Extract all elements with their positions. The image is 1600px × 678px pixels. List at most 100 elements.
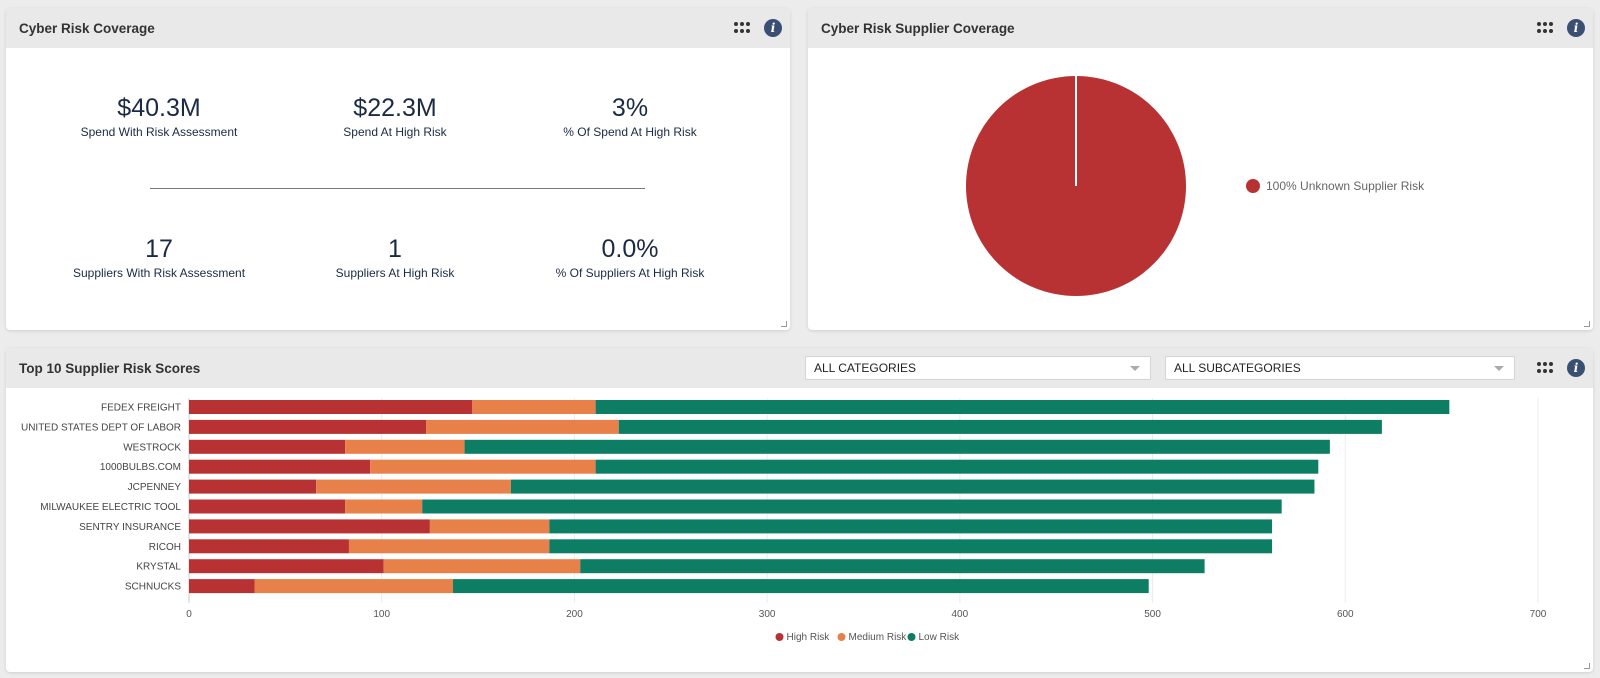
chevron-down-icon <box>1130 366 1140 371</box>
legend-marker <box>775 633 784 641</box>
subcategory-select-value: ALL SUBCATEGORIES <box>1174 361 1301 375</box>
bar-segment-medium-risk[interactable] <box>345 499 423 514</box>
category-label: KRYSTAL <box>136 562 181 573</box>
resize-handle[interactable] <box>1584 321 1590 327</box>
bar-segment-high-risk[interactable] <box>189 559 384 574</box>
bar-segment-low-risk[interactable] <box>618 419 1382 434</box>
panel-header: Cyber Risk Supplier Coverage i <box>808 8 1593 48</box>
bar-segment-low-risk[interactable] <box>464 439 1330 454</box>
panel-header: Cyber Risk Coverage i <box>6 8 790 48</box>
bar-segment-low-risk[interactable] <box>422 499 1282 514</box>
kpi-value: 1 <box>388 235 402 263</box>
bar-segment-high-risk[interactable] <box>189 579 255 594</box>
kpi-value: 0.0% <box>601 235 659 263</box>
grid-menu-icon[interactable] <box>1537 22 1553 34</box>
bar-segment-medium-risk[interactable] <box>348 539 550 554</box>
kpi-label: % Of Spend At High Risk <box>563 125 697 139</box>
kpi-label: Suppliers With Risk Assessment <box>72 266 246 280</box>
bar-segment-low-risk[interactable] <box>549 519 1273 534</box>
bar-segment-high-risk[interactable] <box>189 459 371 474</box>
kpi-value: 17 <box>145 235 173 263</box>
bar-segment-medium-risk[interactable] <box>254 579 454 594</box>
legend-label: Low Risk <box>919 632 961 643</box>
category-label: WESTROCK <box>123 442 181 453</box>
divider <box>150 188 645 189</box>
bar-segment-medium-risk[interactable] <box>383 559 581 574</box>
legend-marker <box>1246 179 1260 193</box>
category-label: SENTRY INSURANCE <box>79 522 181 533</box>
panel-title: Cyber Risk Coverage <box>19 20 155 36</box>
category-select-value: ALL CATEGORIES <box>814 361 917 375</box>
bar-segment-medium-risk[interactable] <box>472 400 596 414</box>
kpi-spend-with-risk: $40.3M Spend With Risk Assessment <box>44 93 274 139</box>
category-label: SCHNUCKS <box>125 582 181 593</box>
kpi-value: $22.3M <box>353 94 437 122</box>
bar-segment-medium-risk[interactable] <box>370 459 596 474</box>
info-icon[interactable]: i <box>764 19 782 37</box>
kpi-pct-spend-high-risk: 3% % Of Spend At High Risk <box>515 93 745 139</box>
cyber-risk-coverage-panel: Cyber Risk Coverage i $40.3M Spend With … <box>6 8 790 330</box>
chevron-down-icon <box>1494 366 1504 371</box>
kpi-label: % Of Suppliers At High Risk <box>555 266 705 280</box>
kpi-suppliers-at-high-risk: 1 Suppliers At High Risk <box>280 234 510 280</box>
bar-segment-high-risk[interactable] <box>189 479 317 494</box>
kpi-value: 3% <box>611 94 649 122</box>
x-tick-label: 0 <box>186 609 192 620</box>
top10-supplier-risk-panel: Top 10 Supplier Risk Scores ALL CATEGORI… <box>6 348 1593 672</box>
stacked-bar-chart: 0 100 200 300 400 500 600 700 FEDEX FREIGHT UNITE… <box>21 398 1547 643</box>
cyber-risk-supplier-coverage-panel: Cyber Risk Supplier Coverage i 100% Unkn… <box>808 8 1593 330</box>
x-tick-label: 600 <box>1337 609 1354 620</box>
bar-segment-high-risk[interactable] <box>189 419 427 434</box>
legend-marker <box>837 633 846 641</box>
panel-title: Top 10 Supplier Risk Scores <box>19 360 201 376</box>
grid-menu-icon[interactable] <box>1537 362 1553 374</box>
bar-segment-high-risk[interactable] <box>189 539 349 554</box>
bar-segment-medium-risk[interactable] <box>316 479 511 494</box>
x-tick-label: 700 <box>1530 609 1547 620</box>
bar-segment-low-risk[interactable] <box>580 559 1205 574</box>
kpi-suppliers-with-risk: 17 Suppliers With Risk Assessment <box>44 234 274 280</box>
bar-segment-low-risk[interactable] <box>510 479 1315 494</box>
panel-header: Top 10 Supplier Risk Scores ALL CATEGORI… <box>6 348 1593 388</box>
info-icon[interactable]: i <box>1567 359 1585 377</box>
bar-segment-low-risk[interactable] <box>595 459 1319 474</box>
legend-label: Medium Risk <box>849 632 908 643</box>
bar-segment-medium-risk[interactable] <box>426 419 619 434</box>
category-label: MILWAUKEE ELECTRIC TOOL <box>40 502 181 513</box>
bar-segment-medium-risk[interactable] <box>345 439 465 454</box>
x-tick-label: 400 <box>952 609 969 620</box>
kpi-label: Suppliers At High Risk <box>335 266 455 280</box>
subcategory-select[interactable]: ALL SUBCATEGORIES <box>1165 356 1515 380</box>
bar-segment-high-risk[interactable] <box>189 499 346 514</box>
kpi-label: Spend At High Risk <box>343 125 447 139</box>
resize-handle[interactable] <box>781 321 787 327</box>
kpi-spend-at-high-risk: $22.3M Spend At High Risk <box>280 93 510 139</box>
kpi-label: Spend With Risk Assessment <box>80 125 238 139</box>
bar-segment-low-risk[interactable] <box>453 579 1149 594</box>
x-tick-label: 100 <box>373 609 390 620</box>
bar-segment-medium-risk[interactable] <box>429 519 550 534</box>
category-label: FEDEX FREIGHT <box>101 403 181 414</box>
bar-segment-low-risk[interactable] <box>595 400 1450 414</box>
category-label: JCPENNEY <box>128 482 182 493</box>
kpi-pct-suppliers-high-risk: 0.0% % Of Suppliers At High Risk <box>515 234 745 280</box>
pie-chart: 100% Unknown Supplier Risk <box>966 76 1425 296</box>
bar-segment-high-risk[interactable] <box>189 400 473 414</box>
legend-label: High Risk <box>787 632 831 643</box>
bar-segment-high-risk[interactable] <box>189 439 346 454</box>
grid-menu-icon[interactable] <box>734 22 750 34</box>
info-icon[interactable]: i <box>1567 19 1585 37</box>
bar-segment-high-risk[interactable] <box>189 519 430 534</box>
legend-label: 100% Unknown Supplier Risk <box>1266 179 1425 193</box>
x-tick-label: 200 <box>566 609 583 620</box>
resize-handle[interactable] <box>1584 663 1590 669</box>
x-tick-label: 500 <box>1144 609 1161 620</box>
category-select[interactable]: ALL CATEGORIES <box>805 356 1151 380</box>
legend-marker <box>907 633 916 641</box>
category-label: UNITED STATES DEPT OF LABOR <box>21 422 181 433</box>
bar-segment-low-risk[interactable] <box>549 539 1273 554</box>
kpi-value: $40.3M <box>117 94 201 122</box>
panel-title: Cyber Risk Supplier Coverage <box>821 20 1015 36</box>
category-label: RICOH <box>149 542 181 553</box>
category-label: 1000BULBS.COM <box>100 462 181 473</box>
